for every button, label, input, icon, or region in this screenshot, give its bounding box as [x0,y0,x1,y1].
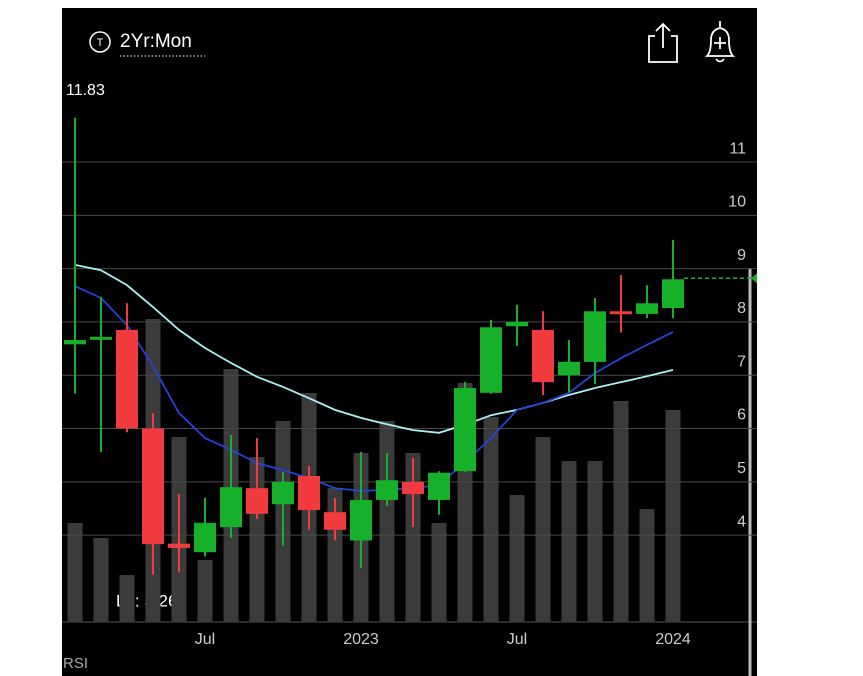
volume-bar [587,461,603,622]
y-tick-label: 4 [737,513,746,530]
y-tick-label: 11 [729,140,746,157]
moving-average-line [74,285,674,492]
candle-body [454,388,476,472]
candle-body [194,522,216,553]
volume-bar [119,575,135,622]
candle-body [428,472,450,500]
volume-bar [67,523,83,622]
candle-body [116,329,138,429]
candle-body [610,311,632,315]
volume-bar [483,417,499,622]
candle-body [220,487,242,528]
volume-bar [613,401,629,622]
bell-plus [714,21,726,49]
volume-bar [431,523,447,622]
volume-bar [93,538,109,622]
candle-body [558,361,580,376]
candle-body [402,481,424,495]
volume-bar [379,421,395,622]
y-tick-label: 8 [737,300,746,317]
candle-body [64,340,86,345]
y-tick-label: 7 [737,353,746,370]
candle-body [506,321,528,327]
candle-body [90,336,112,340]
volume-bar [561,461,577,622]
candle-body [480,327,502,393]
timeframe-icon [89,31,111,53]
candle-body [584,311,606,362]
timeframe-label: 2Yr:Mon [120,31,192,52]
timeframe-button[interactable]: T 2Yr:Mon [89,31,205,57]
candle-body [142,428,164,545]
high-label: 11.83 [66,82,105,99]
bell-clapper [715,58,725,63]
candle-body [350,499,372,541]
y-tick-label: 6 [737,407,746,424]
y-tick-label: 10 [728,194,746,211]
x-tick-label: Jul [195,631,215,648]
candle-body [168,543,190,548]
candle-body [272,481,294,505]
volume-bar [535,437,551,622]
volume-bar [405,453,421,622]
share-button[interactable] [648,22,678,63]
x-tick-label: 2024 [655,631,691,648]
candle-body [662,279,684,309]
x-tick-label: Jul [507,631,527,648]
candle-body [532,329,554,383]
candle-body [324,512,346,530]
share-arrow [655,22,671,48]
bell [704,27,736,57]
x-tick-label: 2023 [343,631,379,648]
volume-bar [197,560,213,622]
share-box [648,35,678,63]
volume-bar [509,495,525,622]
y-tick-label: 5 [737,460,746,477]
candle-body [246,488,268,514]
candle-body [636,303,658,314]
timeframe-icon-letter: T [97,37,104,49]
volume-bar [665,410,681,622]
moving-average-line [74,264,674,434]
candle-body [298,475,320,511]
alert-button[interactable] [704,21,736,63]
volume-bar [639,509,655,622]
last-price-marker [751,273,757,284]
candle-body [376,480,398,500]
indicator-label[interactable]: RSI [63,655,88,672]
y-tick-label: 9 [737,247,746,264]
